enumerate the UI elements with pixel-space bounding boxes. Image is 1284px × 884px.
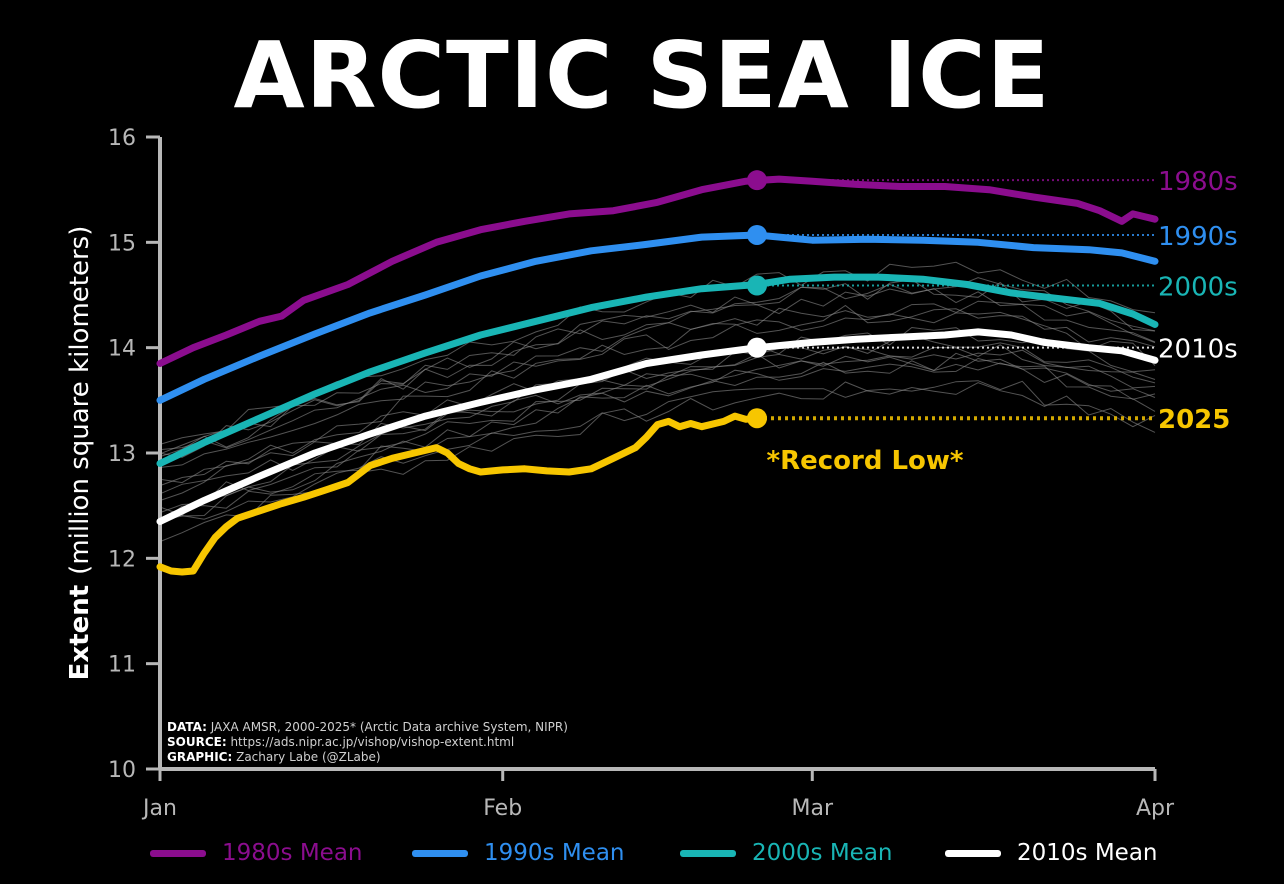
y-axis-label-bold: Extent (65, 585, 95, 681)
y-tick-label: 14 (108, 337, 136, 362)
x-tick-label: Feb (483, 796, 522, 821)
x-tick-label: Mar (792, 796, 834, 821)
background-year-line (159, 380, 1156, 521)
end-label-1980s: 1980s (1158, 167, 1238, 197)
chart-title: ARCTIC SEA ICE (233, 22, 1051, 129)
end-labels: 1980s 1990s 2000s 2010s 2025 (1158, 167, 1238, 435)
series-lines (156, 175, 1159, 576)
end-label-2000s: 2000s (1158, 273, 1238, 303)
series-line-2025 (156, 412, 761, 576)
series-marker-1990s (747, 224, 767, 245)
series-markers (747, 170, 767, 429)
legend-swatch (945, 849, 1001, 857)
background-year-line (159, 344, 1156, 501)
series-marker-2000s (747, 275, 767, 296)
legend-item-2010s: 2010s Mean (945, 838, 1158, 868)
credit-line: DATA: JAXA AMSR, 2000-2025* (Arctic Data… (167, 720, 568, 734)
series-line-2010s (156, 328, 1159, 525)
legend-label: 1980s Mean (222, 840, 363, 866)
end-label-1990s: 1990s (1158, 222, 1238, 252)
x-tick-label: Jan (141, 796, 177, 821)
legend-item-1980s: 1980s Mean (150, 838, 363, 868)
y-tick-label: 10 (108, 758, 136, 783)
background-year-line (159, 335, 1156, 516)
series-marker-2010s (747, 337, 767, 358)
background-year-line (159, 357, 1156, 524)
y-tick-label: 16 (108, 126, 136, 151)
reference-lines (757, 179, 1155, 421)
background-year-lines (159, 261, 1156, 543)
legend-label: 2010s Mean (1017, 840, 1158, 866)
series-line-1980s (156, 175, 1159, 367)
series-marker-1980s (747, 170, 767, 191)
series-line-1990s (156, 231, 1159, 404)
y-tick-label: 15 (108, 231, 136, 256)
y-axis-label: Extent (million square kilometers) (65, 226, 95, 681)
legend-swatch (680, 849, 736, 857)
y-axis-label-units: (million square kilometers) (65, 226, 95, 575)
y-tick-label: 13 (108, 442, 136, 467)
background-year-line (159, 304, 1156, 487)
y-tick-label: 11 (108, 653, 136, 678)
credit-line: SOURCE: https://ads.nipr.ac.jp/vishop/vi… (167, 735, 514, 749)
legend-item-2000s: 2000s Mean (680, 838, 893, 868)
x-tick-label: Apr (1136, 796, 1175, 821)
y-tick-label: 12 (108, 547, 136, 572)
legend-item-1990s: 1990s Mean (412, 838, 625, 868)
series-line-2000s (156, 273, 1159, 467)
end-label-2010s: 2010s (1158, 335, 1238, 365)
background-year-line (159, 352, 1156, 514)
record-low-annotation: *Record Low* (766, 446, 963, 476)
series-marker-2025 (747, 408, 767, 429)
credit-line: GRAPHIC: Zachary Labe (@ZLabe) (167, 750, 381, 764)
end-label-2025: 2025 (1158, 405, 1230, 435)
axes: 10 11 12 13 14 15 16 Jan Feb Mar Apr (108, 126, 1175, 821)
background-year-line (159, 311, 1156, 451)
legend-label: 1990s Mean (484, 840, 625, 866)
legend-swatch (150, 849, 206, 857)
legend-swatch (412, 849, 468, 857)
background-year-line (159, 288, 1156, 458)
credits: DATA: JAXA AMSR, 2000-2025* (Arctic Data… (167, 720, 568, 764)
background-year-line (159, 277, 1156, 458)
legend: 1980s Mean 1990s Mean 2000s Mean 2010s Mean (0, 838, 1284, 868)
legend-label: 2000s Mean (752, 840, 893, 866)
background-year-line (159, 300, 1156, 468)
